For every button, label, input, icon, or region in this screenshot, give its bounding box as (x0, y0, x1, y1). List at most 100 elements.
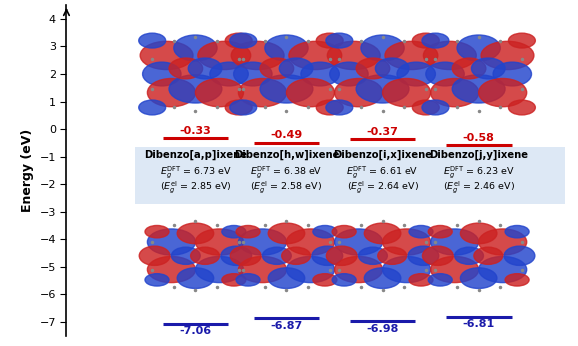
Ellipse shape (210, 62, 249, 86)
Ellipse shape (383, 79, 431, 107)
Ellipse shape (356, 75, 409, 103)
Ellipse shape (335, 256, 383, 283)
Ellipse shape (316, 100, 343, 115)
Ellipse shape (145, 274, 169, 286)
Ellipse shape (268, 268, 305, 289)
Ellipse shape (147, 229, 195, 255)
Ellipse shape (409, 226, 433, 238)
Ellipse shape (145, 226, 169, 238)
Ellipse shape (313, 274, 337, 286)
Ellipse shape (222, 274, 246, 286)
Ellipse shape (385, 41, 438, 70)
Ellipse shape (424, 41, 476, 70)
Text: -6.98: -6.98 (366, 324, 399, 334)
Ellipse shape (327, 41, 380, 70)
Ellipse shape (481, 41, 534, 70)
Ellipse shape (177, 268, 214, 289)
Text: -6.87: -6.87 (271, 321, 303, 331)
Ellipse shape (452, 75, 505, 103)
Ellipse shape (260, 58, 294, 79)
Ellipse shape (268, 223, 305, 244)
Ellipse shape (147, 79, 195, 107)
Ellipse shape (236, 274, 260, 286)
Ellipse shape (139, 33, 166, 48)
Ellipse shape (472, 58, 505, 79)
Ellipse shape (326, 33, 353, 48)
Ellipse shape (230, 33, 257, 48)
Ellipse shape (191, 247, 220, 264)
Ellipse shape (335, 229, 383, 255)
Text: ($E_{g}^{\mathrm{el}}$ = 2.58 eV): ($E_{g}^{\mathrm{el}}$ = 2.58 eV) (250, 179, 323, 195)
Text: ($E_{g}^{\mathrm{el}}$ = 2.64 eV): ($E_{g}^{\mathrm{el}}$ = 2.64 eV) (347, 179, 418, 195)
Ellipse shape (312, 246, 343, 265)
Bar (135, 147, 565, 204)
Ellipse shape (230, 100, 257, 115)
Ellipse shape (234, 62, 272, 86)
Text: -0.49: -0.49 (271, 130, 303, 140)
Ellipse shape (422, 100, 449, 115)
Ellipse shape (260, 75, 313, 103)
Ellipse shape (457, 35, 501, 61)
Ellipse shape (279, 58, 313, 79)
Ellipse shape (364, 268, 401, 289)
Ellipse shape (147, 256, 195, 283)
Ellipse shape (281, 247, 310, 264)
Ellipse shape (230, 246, 261, 265)
Text: $E_{g}^{\mathrm{DFT}}$ = 6.38 eV: $E_{g}^{\mathrm{DFT}}$ = 6.38 eV (250, 164, 323, 180)
Text: -0.37: -0.37 (366, 127, 398, 137)
Ellipse shape (375, 58, 409, 79)
Text: $E_{g}^{\mathrm{DFT}}$ = 6.23 eV: $E_{g}^{\mathrm{DFT}}$ = 6.23 eV (443, 164, 514, 180)
Text: ($E_{g}^{\mathrm{el}}$ = 2.85 eV): ($E_{g}^{\mathrm{el}}$ = 2.85 eV) (160, 179, 231, 195)
Ellipse shape (364, 223, 401, 244)
Ellipse shape (313, 226, 337, 238)
Ellipse shape (461, 223, 497, 244)
Ellipse shape (188, 58, 222, 79)
Ellipse shape (509, 33, 535, 48)
Ellipse shape (238, 79, 287, 107)
Ellipse shape (409, 274, 433, 286)
Ellipse shape (326, 100, 353, 115)
Ellipse shape (238, 229, 287, 255)
Ellipse shape (222, 226, 246, 238)
Ellipse shape (335, 79, 383, 107)
Ellipse shape (262, 247, 291, 264)
Ellipse shape (505, 274, 529, 286)
Y-axis label: Energy (eV): Energy (eV) (21, 129, 34, 212)
Ellipse shape (287, 229, 335, 255)
Ellipse shape (139, 246, 170, 265)
Ellipse shape (329, 62, 368, 86)
Ellipse shape (431, 79, 479, 107)
Ellipse shape (174, 35, 217, 61)
Ellipse shape (195, 229, 243, 255)
Text: -0.58: -0.58 (463, 133, 495, 143)
Ellipse shape (139, 100, 166, 115)
Ellipse shape (493, 62, 532, 86)
Ellipse shape (289, 41, 342, 70)
Ellipse shape (509, 100, 535, 115)
Ellipse shape (408, 246, 439, 265)
Ellipse shape (332, 274, 356, 286)
Ellipse shape (225, 33, 252, 48)
Text: $E_{g}^{\mathrm{DFT}}$ = 6.61 eV: $E_{g}^{\mathrm{DFT}}$ = 6.61 eV (346, 164, 418, 180)
Ellipse shape (236, 226, 260, 238)
Ellipse shape (195, 79, 243, 107)
Ellipse shape (356, 58, 390, 79)
Ellipse shape (316, 33, 343, 48)
Ellipse shape (431, 256, 479, 283)
Ellipse shape (287, 79, 335, 107)
Ellipse shape (422, 33, 449, 48)
Text: Dibenzo[a,p]ixene: Dibenzo[a,p]ixene (144, 150, 247, 160)
Text: -0.33: -0.33 (180, 126, 212, 136)
Text: ($E_{g}^{\mathrm{el}}$ = 2.46 eV): ($E_{g}^{\mathrm{el}}$ = 2.46 eV) (443, 179, 514, 195)
Ellipse shape (225, 100, 252, 115)
Ellipse shape (479, 256, 527, 283)
Ellipse shape (143, 62, 181, 86)
Ellipse shape (198, 41, 251, 70)
Ellipse shape (169, 75, 222, 103)
Ellipse shape (358, 247, 387, 264)
Ellipse shape (479, 229, 527, 255)
Ellipse shape (455, 247, 483, 264)
Text: -7.06: -7.06 (179, 326, 212, 336)
Ellipse shape (378, 247, 406, 264)
Ellipse shape (361, 35, 404, 61)
